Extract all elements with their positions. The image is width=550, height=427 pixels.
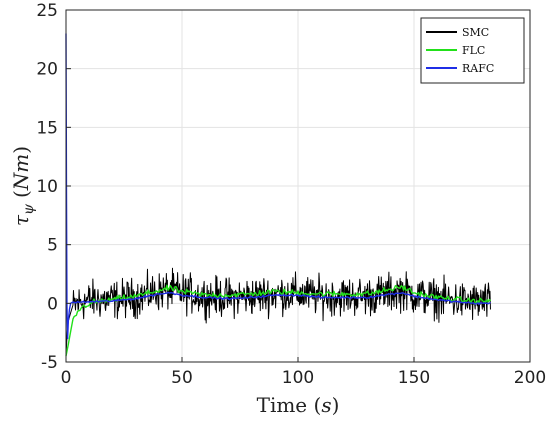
y-tick-label: 5: [47, 236, 58, 256]
x-tick-label: 0: [61, 368, 72, 388]
legend-label-rafc: RAFC: [462, 62, 494, 75]
axis-titles: Time (s) τψ(Nm): [9, 146, 339, 417]
y-tick-label: 25: [36, 1, 58, 21]
y-tick-label: 15: [36, 118, 58, 138]
legend-label-smc: SMC: [462, 26, 489, 39]
series-line-flc: [65, 284, 492, 357]
y-tick-label: 0: [47, 294, 58, 314]
series-line-smc: [65, 267, 491, 357]
y-tick-label: -5: [41, 353, 58, 373]
x-tick-label: 200: [514, 368, 546, 388]
x-tick-label: 150: [398, 368, 430, 388]
x-tick-label: 50: [171, 368, 193, 388]
y-tick-label: 20: [36, 60, 58, 80]
series-line-rafc: [65, 33, 491, 340]
legend: SMC FLC RAFC: [420, 17, 525, 84]
x-axis-title: Time (s): [257, 393, 340, 417]
y-tick-label: 10: [36, 177, 58, 197]
y-axis-title: τψ(Nm): [9, 146, 37, 226]
series-layer: [65, 33, 492, 357]
legend-label-flc: FLC: [462, 44, 485, 57]
x-tick-label: 100: [282, 368, 314, 388]
